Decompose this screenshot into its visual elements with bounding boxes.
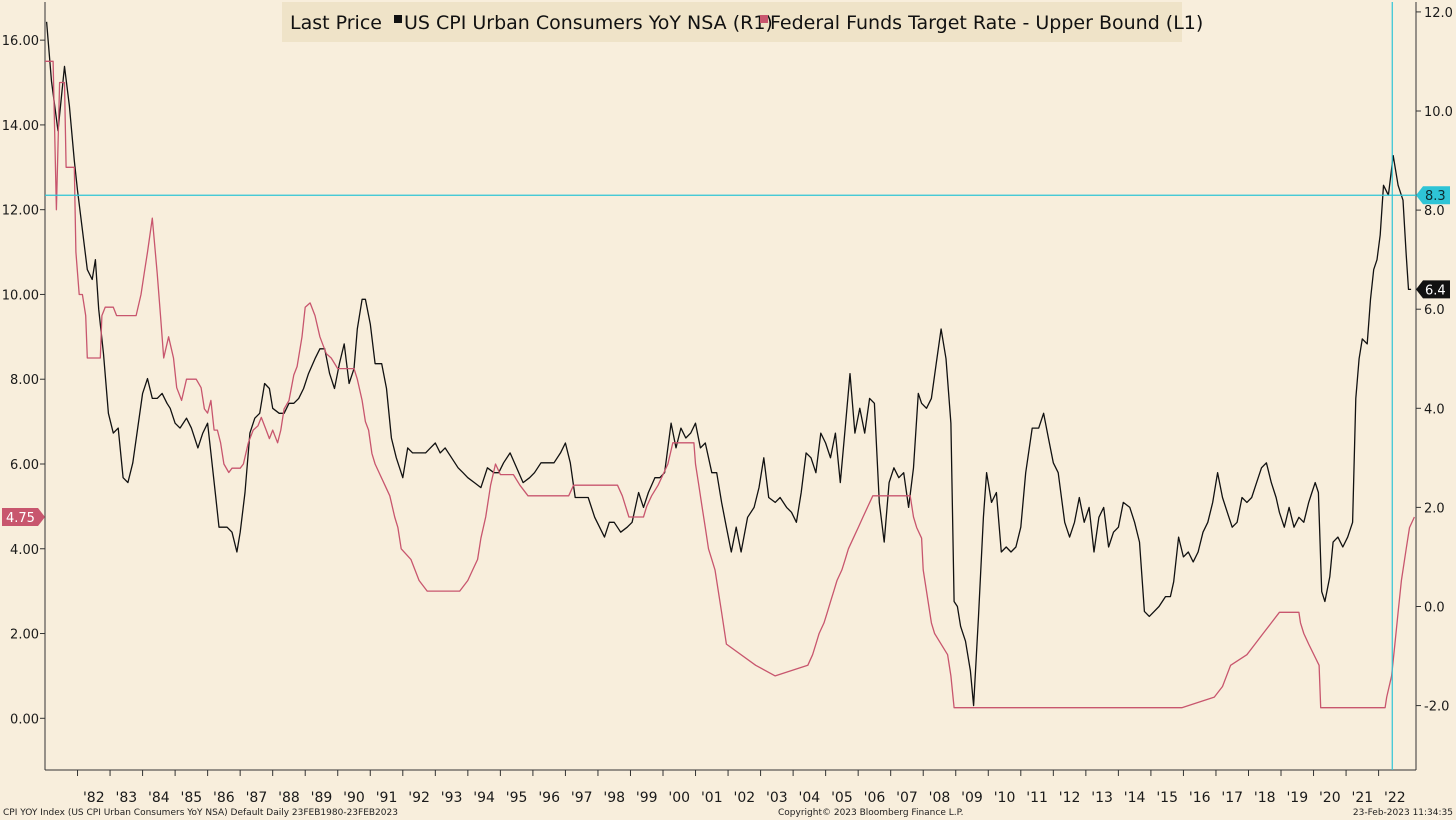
y-left-tick-label: 10.00 — [2, 288, 39, 303]
x-tick-label: '91 — [376, 790, 398, 806]
y-left-tick-label: 2.00 — [10, 628, 39, 643]
x-tick-label: '86 — [213, 790, 235, 806]
y-right-tick-label: 6.0 — [1424, 303, 1445, 318]
x-tick-label: '01 — [701, 790, 723, 806]
fed-funds-last-value-tag-bg — [2, 507, 45, 526]
x-tick-label: '82 — [83, 790, 105, 806]
y-right-tick-label: 2.0 — [1424, 501, 1445, 516]
x-tick-label: '20 — [1319, 790, 1341, 806]
x-tick-label: '92 — [408, 790, 430, 806]
y-right-tick-label: 8.0 — [1424, 204, 1445, 219]
footer-left: CPI YOY Index (US CPI Urban Consumers Yo… — [3, 808, 398, 818]
x-tick-label: '07 — [896, 790, 918, 806]
legend-prefix: Last Price — [290, 12, 382, 34]
x-tick-label: '88 — [278, 790, 300, 806]
x-tick-label: '05 — [831, 790, 853, 806]
x-tick-label: '14 — [1124, 790, 1146, 806]
legend-swatch-fed-funds — [760, 15, 768, 23]
footer-center: Copyright© 2023 Bloomberg Finance L.P. — [778, 808, 963, 818]
x-tick-label: '87 — [246, 790, 268, 806]
x-tick-label: '89 — [311, 790, 333, 806]
crosshair-value-tag-text: 8.3 — [1425, 189, 1446, 204]
y-left-tick-label: 6.00 — [10, 458, 39, 473]
x-tick-label: '97 — [571, 790, 593, 806]
cpi-last-value-tag-bg — [1416, 280, 1450, 299]
series-line-fed-funds — [45, 60, 1415, 709]
y-right-tick-label: 10.0 — [1424, 105, 1453, 120]
footer-right: 23-Feb-2023 11:34:35 — [1353, 808, 1453, 818]
x-tick-label: '96 — [538, 790, 560, 806]
y-left-tick-label: 8.00 — [10, 373, 39, 388]
plot-frame — [44, 2, 1417, 771]
fed-funds-last-value-tag: 4.75 — [2, 507, 45, 526]
fed-funds-last-value-tag-text: 4.75 — [6, 511, 35, 526]
x-tick-label: '22 — [1384, 790, 1406, 806]
legend: Last Price US CPI Urban Consumers YoY NS… — [282, 2, 1203, 42]
x-tick-label: '83 — [115, 790, 137, 806]
x-tick-label: '08 — [929, 790, 951, 806]
x-tick-label: '17 — [1221, 790, 1243, 806]
crosshair — [45, 2, 1416, 770]
legend-swatch-cpi — [394, 15, 402, 23]
x-tick-label: '12 — [1059, 790, 1081, 806]
x-tick-label: '06 — [864, 790, 886, 806]
y-axis-left: 0.00 2.00 4.00 6.00 8.00 10.00 12.00 14.00 16.00 — [2, 34, 45, 727]
y-left-tick-label: 4.00 — [10, 543, 39, 558]
y-right-tick-label: 12.0 — [1424, 6, 1453, 21]
cpi-last-value-tag-text: 6.4 — [1425, 283, 1446, 298]
crosshair-value-tag-bg — [1416, 186, 1450, 205]
crosshair-value-tag: 8.3 — [1416, 186, 1450, 205]
x-tick-label: '93 — [441, 790, 463, 806]
y-left-tick-label: 14.00 — [2, 119, 39, 134]
x-tick-label: '19 — [1286, 790, 1308, 806]
x-axis: '82 '83 '84 '85 '86 '87 '88 '89 '90 '91 '92 '93 '94 '… — [77, 770, 1406, 806]
x-tick-label: '10 — [994, 790, 1016, 806]
series-layer — [45, 21, 1415, 709]
x-tick-label: '03 — [766, 790, 788, 806]
x-tick-label: '99 — [636, 790, 658, 806]
y-right-tick-label: 0.0 — [1424, 600, 1445, 615]
x-tick-label: '90 — [343, 790, 365, 806]
x-tick-label: '21 — [1351, 790, 1373, 806]
y-right-tick-label: 4.0 — [1424, 402, 1445, 417]
legend-label-fed-funds: Federal Funds Target Rate - Upper Bound … — [770, 12, 1203, 34]
x-tick-label: '13 — [1091, 790, 1113, 806]
x-tick-label: '84 — [148, 790, 170, 806]
x-tick-label: '18 — [1254, 790, 1276, 806]
x-tick-label: '16 — [1189, 790, 1211, 806]
last-value-labels: 8.3 6.4 4.75 — [2, 186, 1450, 526]
legend-label-cpi: US CPI Urban Consumers YoY NSA (R1) — [404, 12, 773, 34]
x-tick-label: '02 — [733, 790, 755, 806]
x-tick-label: '95 — [506, 790, 528, 806]
y-axis-right: -2.0 0.0 2.0 4.0 6.0 8.0 10.0 12.0 — [1416, 6, 1453, 715]
series-line-cpi — [45, 21, 1412, 707]
x-tick-label: '00 — [668, 790, 690, 806]
x-tick-label: '98 — [603, 790, 625, 806]
y-left-tick-label: 0.00 — [10, 712, 39, 727]
footer: CPI YOY Index (US CPI Urban Consumers Yo… — [3, 808, 1453, 818]
x-tick-label: '11 — [1026, 790, 1048, 806]
x-tick-label: '94 — [473, 790, 495, 806]
cpi-last-value-tag: 6.4 — [1416, 280, 1450, 299]
legend-box — [282, 2, 1182, 42]
x-tick-label: '09 — [961, 790, 983, 806]
x-tick-label: '04 — [799, 790, 821, 806]
x-tick-label: '15 — [1156, 790, 1178, 806]
x-tick-label: '85 — [181, 790, 203, 806]
y-right-tick-label: -2.0 — [1424, 700, 1449, 715]
y-left-tick-label: 12.00 — [2, 204, 39, 219]
y-left-tick-label: 16.00 — [2, 34, 39, 49]
